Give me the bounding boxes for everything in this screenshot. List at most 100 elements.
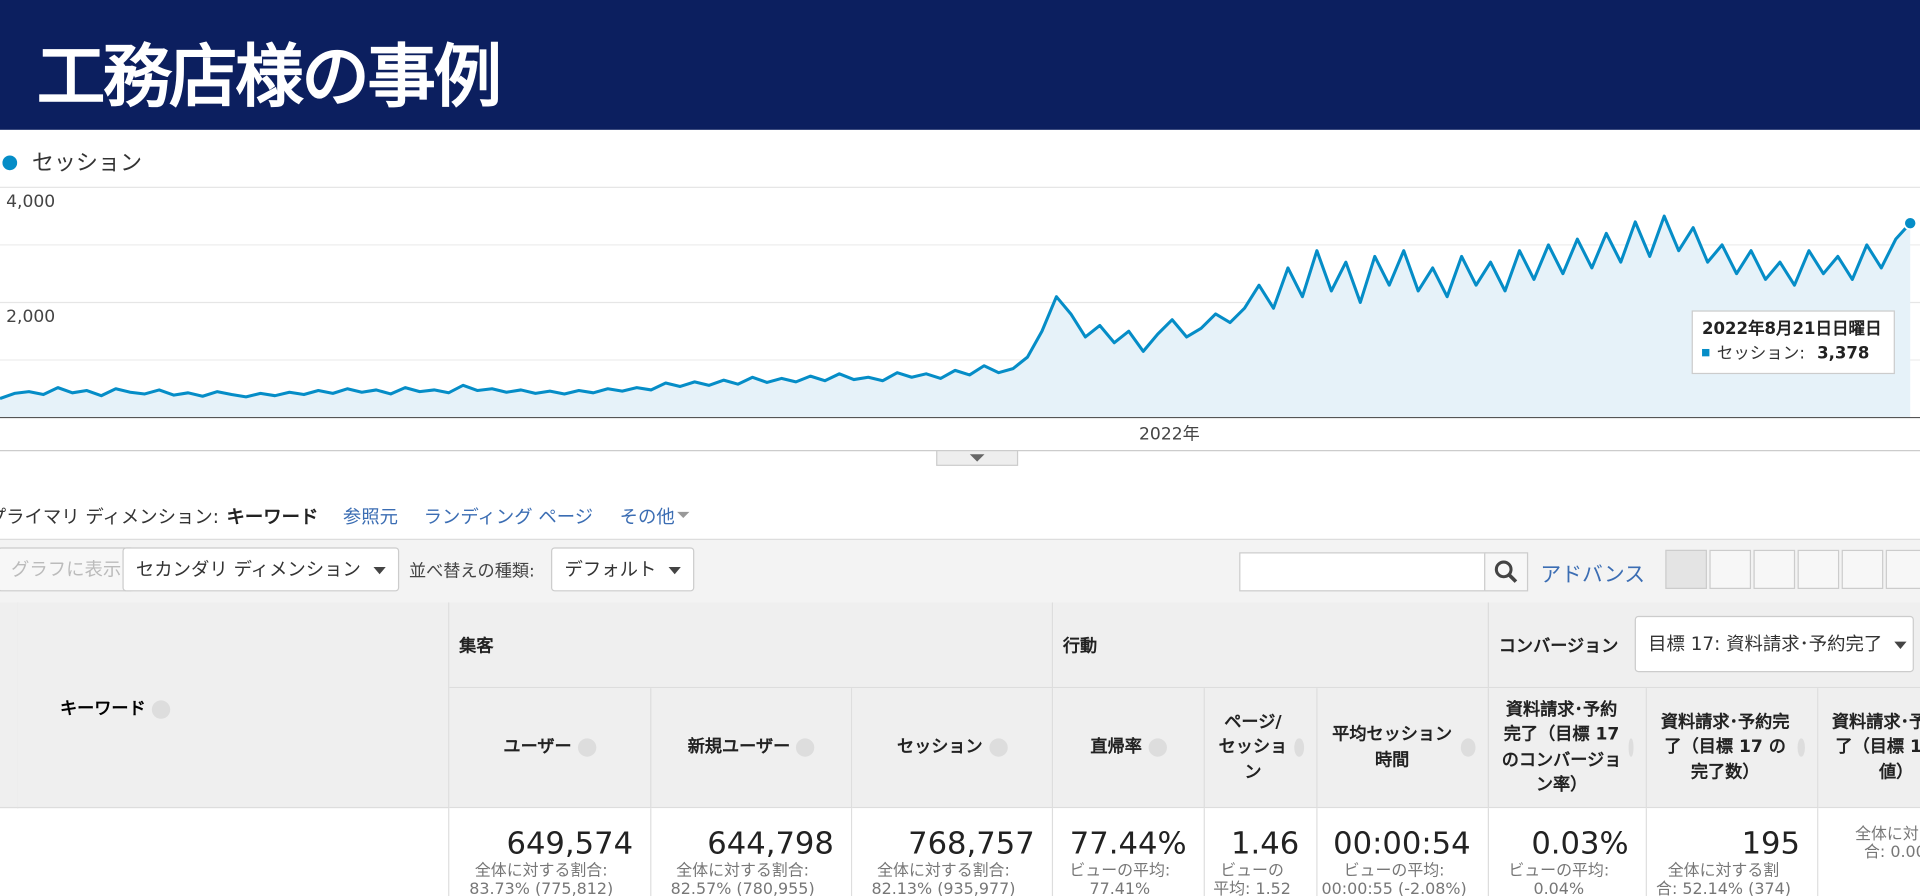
total-cell: 649,574 全体に対する割合: 83.73% (775,812) xyxy=(449,808,652,896)
help-icon xyxy=(796,738,815,757)
column-header: セッション xyxy=(852,688,1054,809)
view-pivot[interactable] xyxy=(1885,549,1920,589)
total-sub-text: 00:00:55 (-2.08%) xyxy=(1321,880,1467,896)
area xyxy=(0,216,1911,418)
secondary-dimension-select[interactable]: セカンダリ ディメンション xyxy=(122,547,399,592)
total-cell: 768,757 全体に対する割合: 82.13% (935,977) xyxy=(852,808,1054,896)
help-icon xyxy=(1797,738,1805,757)
total-sub-text: 全体に対する割合: xyxy=(474,862,608,881)
total-sub-text: 77.41% xyxy=(1089,880,1151,896)
total-value: 77.44% xyxy=(1069,825,1187,861)
x-tick-label: 2022年 xyxy=(1139,425,1200,445)
dimension-tab[interactable]: ランディング ページ xyxy=(423,505,594,528)
search-input[interactable] xyxy=(1239,552,1487,592)
total-sub-text: ビューの平均: xyxy=(1343,862,1445,881)
view-compare[interactable] xyxy=(1797,549,1840,589)
tooltip-swatch xyxy=(1702,348,1710,357)
total-cell: 77.44% ビューの平均: 77.41% xyxy=(1053,808,1205,896)
column-header-text: セッション xyxy=(896,737,983,758)
point xyxy=(1903,216,1918,231)
column-header-text: 資料請求･予約完了（目標 17 の値） xyxy=(1831,712,1920,783)
total-sub-text: 合: 52.14% (374) xyxy=(1656,880,1791,896)
total-sub-text: ビューの xyxy=(1220,862,1284,881)
column-header-text: ユーザー xyxy=(503,737,572,758)
view-table[interactable] xyxy=(1665,549,1707,589)
column-header-text: ページ/セッション xyxy=(1218,712,1288,783)
tooltip xyxy=(1691,310,1895,375)
total-cell: 00:00:54 ビューの平均: 00:00:55 (-2.08%) xyxy=(1317,808,1489,896)
tooltip-date: 2022年8月21日日曜日 xyxy=(1702,318,1882,338)
dropdown-caret xyxy=(677,511,690,518)
total-cell: 195 全体に対する割 合: 52.14% (374) xyxy=(1646,808,1819,896)
help-icon xyxy=(1147,738,1167,757)
view-pie[interactable] xyxy=(1709,549,1752,589)
plot-button-text: グラフに表示 xyxy=(11,558,122,581)
total-value: 0.03% xyxy=(1531,825,1629,861)
column-header: 平均セッション時間 xyxy=(1317,688,1489,809)
column-header: 直帰率 xyxy=(1053,688,1205,809)
total-sub-text: 全体に対する割合: xyxy=(676,862,810,881)
dimension-tab[interactable]: その他 xyxy=(619,505,675,528)
keyword-header: キーワード xyxy=(17,602,450,809)
total-sub-text: 0.04% xyxy=(1533,880,1585,896)
column-header-text: 新規ユーザー xyxy=(687,737,791,758)
line xyxy=(0,214,1912,401)
view-bar[interactable] xyxy=(1753,549,1796,589)
total-sub-text: 全体に対する割 xyxy=(1667,862,1780,881)
total-value: 1.46 xyxy=(1231,825,1300,861)
caret xyxy=(668,566,681,574)
total-value: 768,757 xyxy=(908,825,1035,861)
primary-dimension-active[interactable]: キーワード xyxy=(226,505,319,528)
group-header: 行動 xyxy=(1053,602,1489,689)
total-sub-text: ビューの平均: xyxy=(1508,862,1610,881)
group-header: 集客 xyxy=(449,602,1054,689)
help-icon xyxy=(988,738,1008,757)
plot-button[interactable]: グラフに表示 xyxy=(0,547,135,592)
search-icon xyxy=(1494,560,1518,583)
collapse-caret xyxy=(969,454,985,462)
help-icon xyxy=(1294,738,1305,757)
sort-select[interactable]: デフォルト xyxy=(551,547,695,592)
column-header-text: 資料請求･予約完了（目標 17 のコンバージョン率） xyxy=(1501,700,1622,795)
total-value: 649,574 xyxy=(506,825,634,861)
dimension-tab[interactable]: 参照元 xyxy=(342,505,398,528)
y-tick-label: 4,000 xyxy=(6,192,55,212)
caret xyxy=(1894,641,1907,649)
advanced-link[interactable]: アドバンス xyxy=(1540,563,1646,588)
column-header: 資料請求･予約完了（目標 17 のコンバージョン率） xyxy=(1488,688,1647,809)
keyword-total-cell xyxy=(17,808,450,896)
total-sub-text: 82.13% (935,977) xyxy=(871,880,1016,896)
total-sub-text: 平均: 1.52 xyxy=(1213,880,1291,896)
view-terms[interactable] xyxy=(1841,549,1884,589)
total-sub-text: ビューの平均: xyxy=(1069,862,1171,881)
legend-label: セッション xyxy=(32,151,142,176)
column-header: 新規ユーザー xyxy=(651,688,853,809)
y-tick-label: 2,000 xyxy=(6,307,55,327)
checkbox-column xyxy=(0,602,19,809)
total-sub-text: 83.73% (775,812) xyxy=(469,880,614,896)
column-header: 資料請求･予約完了（目標 17 の値） xyxy=(1818,688,1920,809)
help-icon xyxy=(1627,738,1634,757)
help-icon xyxy=(577,738,597,757)
goal-select[interactable]: 目標 17: 資料請求･予約完了 xyxy=(1634,615,1914,673)
total-sub-text: 82.57% (780,955) xyxy=(670,880,815,896)
primary-dimension-label: プライマリ ディメンション: xyxy=(0,505,219,528)
goal-select-text: 目標 17: 資料請求･予約完了 xyxy=(1648,633,1883,656)
total-cell: 1.46 ビューの 平均: 1.52 xyxy=(1204,808,1318,896)
slide-title: 工務店様の事例 xyxy=(36,37,502,118)
total-value: 644,798 xyxy=(707,825,834,861)
total-cell: 644,798 全体に対する割合: 82.57% (780,955) xyxy=(651,808,853,896)
total-value: 00:00:54 xyxy=(1333,825,1471,861)
total-sub-text: 全体に対する割合: xyxy=(877,862,1010,881)
tooltip-label: セッション: xyxy=(1717,343,1805,362)
sort-select-text: デフォルト xyxy=(564,558,657,581)
total-cell: 0.03% ビューの平均: 0.04% xyxy=(1488,808,1647,896)
column-header: ページ/セッション xyxy=(1204,688,1318,809)
column-header: 資料請求･予約完了（目標 17 の完了数） xyxy=(1646,688,1819,809)
search-button[interactable] xyxy=(1484,552,1529,592)
column-header-text: 平均セッション時間 xyxy=(1332,725,1453,770)
total-cell: 全体に対す合: 0.00 xyxy=(1818,808,1920,896)
sort-label: 並べ替えの種類: xyxy=(408,562,535,582)
